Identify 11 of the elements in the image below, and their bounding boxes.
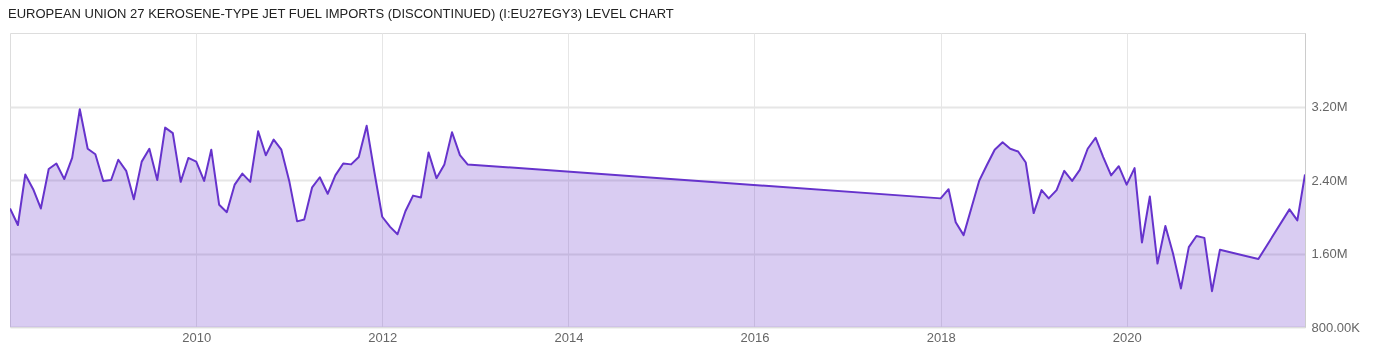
y-tick-label: 3.20M: [1311, 99, 1348, 114]
chart-title: EUROPEAN UNION 27 KEROSENE-TYPE JET FUEL IMPORTS (DISCONTINUED) (I:EU27EGY3) LEVEL CHART: [8, 6, 674, 21]
x-tick-label: 2010: [182, 329, 212, 345]
x-tick-label: 2014: [554, 329, 584, 345]
x-tick-label: 2016: [740, 329, 770, 345]
y-tick-label: 2.40M: [1311, 172, 1348, 188]
x-tick-label: 2012: [368, 329, 398, 345]
y-tick-label: 1.60M: [1311, 246, 1348, 261]
x-tick-label: 2020: [1112, 329, 1142, 345]
x-tick-label: 2018: [926, 329, 956, 345]
y-tick-label: 800.00K: [1311, 319, 1361, 335]
